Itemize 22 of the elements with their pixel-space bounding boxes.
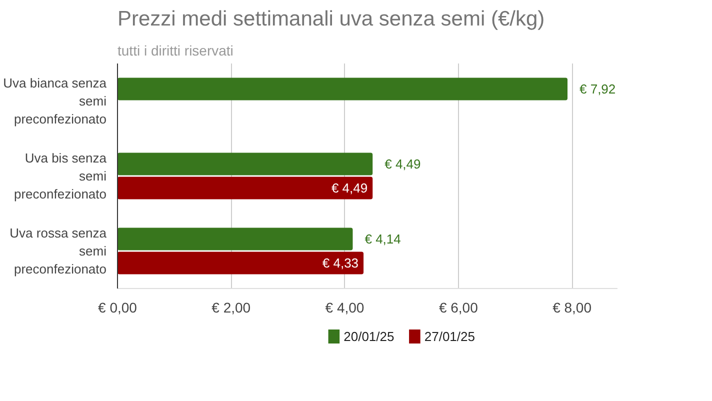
- x-tick-label: € 4,00: [325, 300, 364, 316]
- bar: [118, 152, 373, 176]
- data-label: € 4,14: [364, 232, 401, 246]
- bar: [118, 78, 568, 100]
- x-tick-label: € 0,00: [98, 300, 138, 316]
- legend-label: 27/01/25: [424, 329, 475, 344]
- legend-label: 20/01/25: [344, 329, 394, 344]
- y-tick-label: Uva rossa senza semi preconfezionato: [10, 226, 108, 276]
- data-label: € 4,33: [322, 256, 359, 270]
- data-label: € 4,49: [331, 180, 368, 196]
- bar: [118, 176, 373, 200]
- bar: [118, 252, 364, 274]
- data-label: € 7,92: [580, 82, 616, 96]
- y-tick-label: Uva bis senza semi preconfezionato: [14, 150, 108, 202]
- chart-subtitle: tutti i diritti riservati: [118, 42, 234, 58]
- x-tick-label: € 8,00: [552, 300, 592, 316]
- chart-title: Prezzi medi settimanali uva senza semi (€/kg): [118, 8, 545, 30]
- data-label: € 4,49: [384, 156, 421, 172]
- x-tick-label: € 2,00: [212, 300, 251, 316]
- y-tick-label: Uva bianca senza semi preconfezionato: [3, 76, 108, 126]
- bar: [118, 228, 353, 250]
- x-tick-label: € 6,00: [438, 300, 478, 316]
